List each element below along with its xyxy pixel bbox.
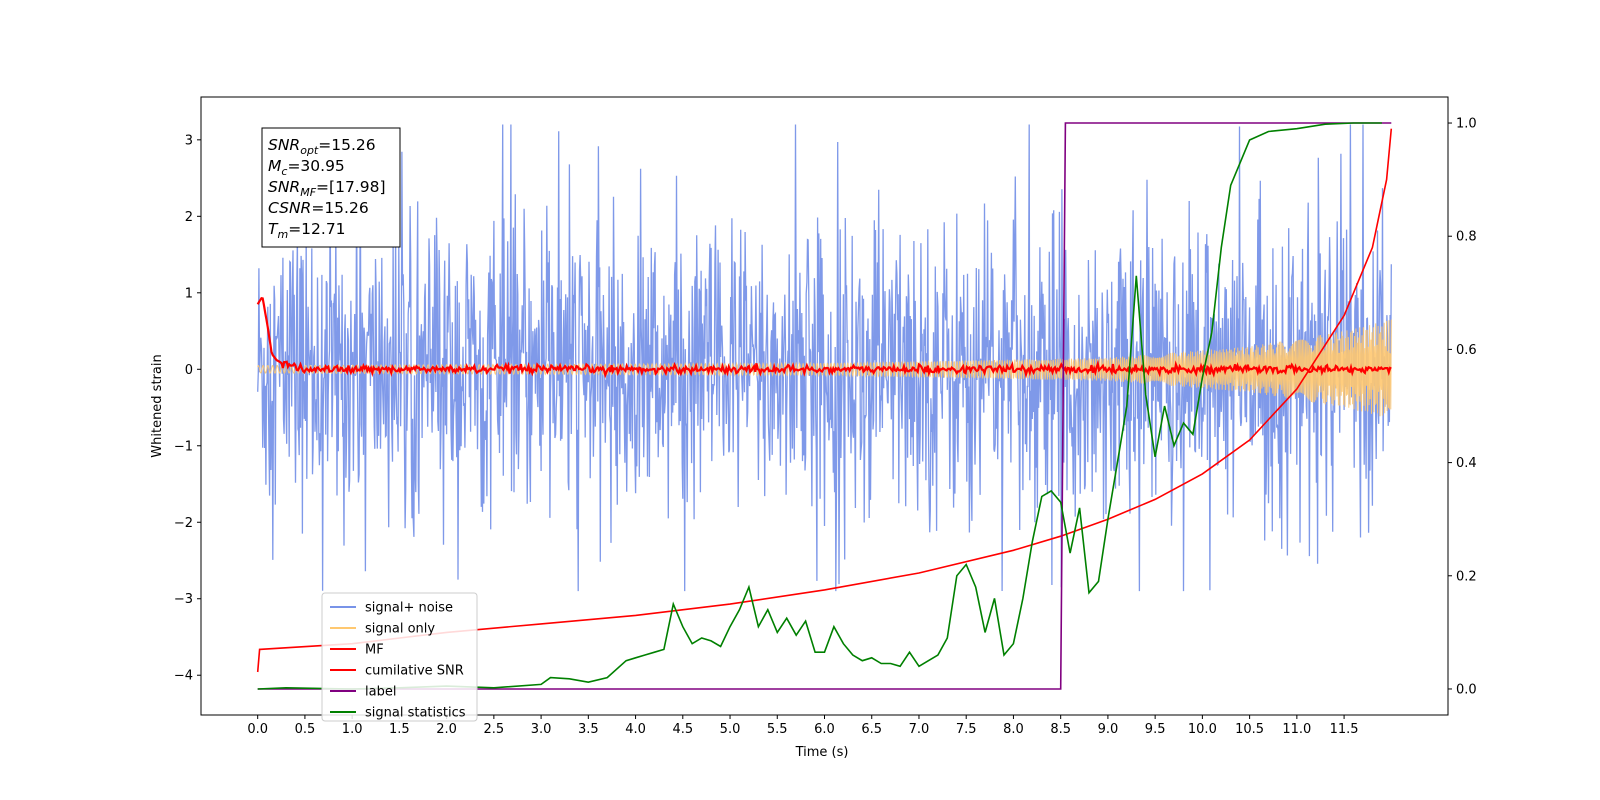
series-signal-statistics <box>257 122 1382 690</box>
x-tick-label: 6.0 <box>814 722 835 737</box>
legend-label: signal statistics <box>365 706 466 721</box>
y-tick-label: 1 <box>185 286 193 301</box>
series-mf <box>256 296 1392 379</box>
x-tick-label: 7.5 <box>956 722 977 737</box>
x-tick-label: 1.5 <box>389 722 410 737</box>
y-tick-label: 0 <box>185 363 193 378</box>
legend-label: label <box>365 685 396 700</box>
x-tick-label: 9.0 <box>1098 722 1119 737</box>
x-tick-label: 5.5 <box>767 722 788 737</box>
y-tick-label: −3 <box>174 592 193 607</box>
stats-line: CSNR=15.26 <box>268 199 369 217</box>
x-tick-label: 0.0 <box>247 722 268 737</box>
y2-tick-label: 0.6 <box>1456 343 1477 358</box>
x-tick-label: 10.0 <box>1188 722 1217 737</box>
x-tick-label: 3.0 <box>531 722 552 737</box>
x-tick-label: 5.0 <box>720 722 741 737</box>
x-tick-label: 2.0 <box>436 722 457 737</box>
y2-tick-label: 0.0 <box>1456 682 1477 697</box>
stats-line: SNRopt=15.26 <box>268 136 376 157</box>
legend-label: signal only <box>365 622 435 637</box>
legend-frame <box>321 592 478 722</box>
x-tick-label: 4.0 <box>625 722 646 737</box>
y2-tick-label: 0.8 <box>1456 230 1477 245</box>
x-tick-label: 4.5 <box>672 722 693 737</box>
series-signal-noise <box>257 124 1392 592</box>
x-tick-label: 9.5 <box>1145 722 1166 737</box>
x-tick-label: 0.5 <box>295 722 316 737</box>
y-tick-label: −1 <box>174 439 193 454</box>
x-tick-label: 11.0 <box>1282 722 1311 737</box>
stats-box: SNRopt=15.26Mc=30.95SNRMF=[17.98]CSNR=15… <box>261 127 401 248</box>
legend: signal+ noise signal only MF cumilative SNR… <box>321 592 478 722</box>
y-tick-label: 2 <box>185 210 193 225</box>
x-tick-label: 8.0 <box>1003 722 1024 737</box>
y-tick-label: −4 <box>174 669 193 684</box>
x-tick-label: 6.5 <box>861 722 882 737</box>
stats-line: SNRMF=[17.98] <box>268 178 386 199</box>
stats-line: Tm=12.71 <box>268 220 346 241</box>
legend-label: MF <box>365 643 384 658</box>
legend-label: signal+ noise <box>365 601 453 616</box>
axes-layer: 0.0 0.5 1.0 1.5 2.0 2.5 3.0 3.5 4.0 4.5 5.0 5.5 6.0 6… <box>174 117 1477 737</box>
y2-tick-label: 1.0 <box>1456 117 1477 132</box>
y-tick-label: 3 <box>185 133 193 148</box>
x-tick-label: 3.5 <box>578 722 599 737</box>
x-tick-label: 8.5 <box>1050 722 1071 737</box>
x-tick-label: 1.0 <box>342 722 363 737</box>
x-tick-label: 2.5 <box>484 722 505 737</box>
legend-label: cumilative SNR <box>365 664 464 679</box>
y2-tick-label: 0.4 <box>1456 456 1477 471</box>
y2-tick-label: 0.2 <box>1456 569 1477 584</box>
x-tick-label: 11.5 <box>1330 722 1359 737</box>
y-axis-label: Whitened strain <box>150 354 165 457</box>
y-tick-label: −2 <box>174 516 193 531</box>
x-tick-label: 7.0 <box>909 722 930 737</box>
stats-line: Mc=30.95 <box>268 157 345 178</box>
legend-items: signal+ noise signal only MF cumilative SNR… <box>330 601 466 721</box>
x-tick-label: 10.5 <box>1235 722 1264 737</box>
series-label <box>257 122 1392 690</box>
x-axis-label: Time (s) <box>795 745 849 760</box>
stats-box-frame <box>261 127 401 248</box>
stats-lines: SNRopt=15.26Mc=30.95SNRMF=[17.98]CSNR=15… <box>268 136 386 241</box>
